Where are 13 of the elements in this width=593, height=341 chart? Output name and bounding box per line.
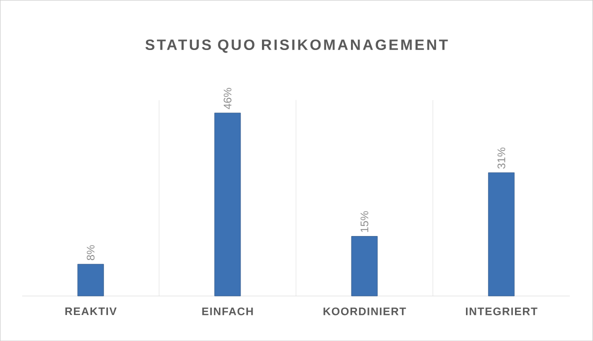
bar [214,112,241,296]
data-label: 15% [360,211,368,232]
x-tick-label: KOORDINIERT [324,307,406,316]
data-label: 46% [224,88,232,110]
bar [77,264,104,296]
chart-title: STATUS QUO RISIKOMANAGEMENT [145,39,448,53]
x-tick-label: INTEGRIERT [466,307,538,316]
x-tick-label: REAKTIV [65,307,117,315]
bar [488,172,515,296]
bar [351,236,378,296]
data-label: 8% [86,245,95,260]
data-label: 31% [497,148,506,169]
x-tick-label: EINFACH [202,307,253,316]
